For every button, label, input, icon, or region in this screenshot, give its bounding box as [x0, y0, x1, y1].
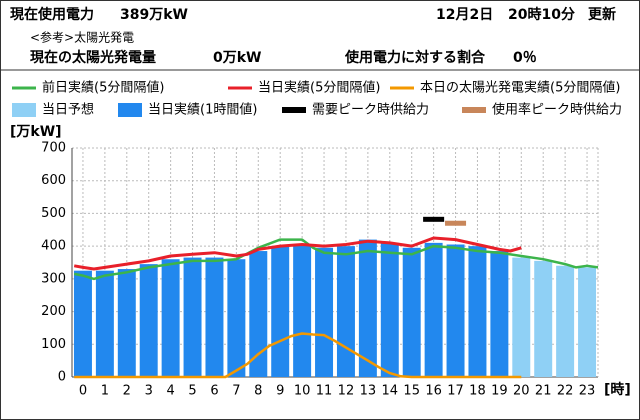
bar [271, 246, 290, 377]
x-tick-label: 19 [491, 384, 508, 399]
x-tick-label: 11 [316, 384, 333, 399]
bar [446, 244, 465, 377]
x-tick-label: 1 [101, 384, 109, 399]
bar [358, 239, 377, 377]
y-axis-label: [万kW] [10, 124, 62, 140]
y-tick-label: 200 [41, 304, 66, 319]
x-tick-label: 12 [338, 384, 355, 399]
y-tick-label: 400 [41, 239, 66, 254]
bar [315, 247, 334, 377]
bar [402, 247, 421, 377]
y-tick-label: 600 [41, 173, 66, 188]
reference: <参考>太陽光発電 [30, 30, 134, 45]
legend-swatch [462, 107, 486, 113]
usage-value: 389万kW [120, 7, 188, 23]
x-tick-label: 2 [123, 384, 131, 399]
x-tick-label: 3 [145, 384, 153, 399]
bar [490, 251, 509, 377]
line [73, 238, 599, 281]
legend-label: 当日実績(5分間隔値) [258, 80, 380, 96]
bar [534, 260, 553, 377]
line [73, 236, 522, 271]
peak-marker [445, 220, 467, 226]
x-tick-label: 22 [557, 384, 574, 399]
bar [183, 257, 202, 377]
ratio-value: 0％ [513, 50, 537, 66]
y-tick-label: 300 [41, 271, 66, 286]
x-tick-label: 7 [232, 384, 240, 399]
x-tick-label: 10 [294, 384, 311, 399]
bar [249, 251, 268, 377]
bar [556, 265, 575, 377]
legend-label: 使用率ピーク時供給力 [492, 102, 622, 118]
legend-swatch [12, 103, 36, 117]
bar [95, 270, 114, 377]
bar [512, 257, 531, 377]
legend-label: 需要ピーク時供給力 [312, 103, 429, 118]
x-tick-label: 13 [360, 384, 377, 399]
x-tick-label: 15 [403, 384, 420, 399]
x-tick-label: 14 [382, 384, 399, 399]
time: 20時10分 [508, 6, 575, 23]
bar [293, 244, 312, 377]
updated: 更新 [588, 6, 616, 23]
bar [424, 242, 443, 377]
y-tick-label: 0 [58, 370, 66, 385]
x-tick-label: 21 [535, 384, 552, 399]
peak-marker [423, 216, 445, 222]
bar [117, 269, 136, 377]
legend-label: 本日の太陽光発電実績(5分間隔値) [420, 80, 620, 96]
bar [73, 270, 92, 377]
x-tick-label: 9 [276, 384, 284, 399]
x-tick-label: 4 [166, 384, 174, 399]
x-tick-label: 8 [254, 384, 262, 399]
legend-swatch [118, 103, 142, 117]
legend-label: 前日実績(5分間隔値) [42, 80, 164, 96]
solar-label: 現在の太陽光発電量 [30, 49, 156, 66]
bar [227, 259, 246, 377]
y-tick-label: 700 [41, 141, 66, 156]
bar [578, 267, 597, 377]
legend-label: 当日予想 [42, 102, 94, 118]
y-tick-label: 100 [41, 337, 66, 352]
x-tick-label: 0 [79, 384, 87, 399]
legend-label: 当日実績(1時間値) [148, 102, 257, 118]
x-axis-label: [時] [604, 381, 631, 398]
bar [139, 264, 158, 377]
x-tick-label: 16 [425, 384, 442, 399]
bar [380, 242, 399, 377]
x-tick-label: 20 [513, 384, 530, 399]
x-tick-label: 6 [210, 384, 218, 399]
x-tick-label: 17 [447, 384, 464, 399]
bar [205, 257, 224, 377]
x-tick-label: 23 [579, 384, 596, 399]
bar [336, 246, 355, 377]
usage-label: 現在使用電力 [10, 6, 94, 23]
bar [468, 246, 487, 377]
ratio-label: 使用電力に対する割合 [344, 49, 486, 66]
x-tick-label: 5 [188, 384, 196, 399]
bar [161, 259, 180, 377]
legend-swatch [282, 107, 306, 113]
x-tick-label: 18 [469, 384, 486, 399]
y-tick-label: 500 [41, 206, 66, 221]
date: 12月2日 [436, 7, 493, 23]
solar-value: 0万kW [213, 50, 262, 66]
line [74, 332, 522, 379]
